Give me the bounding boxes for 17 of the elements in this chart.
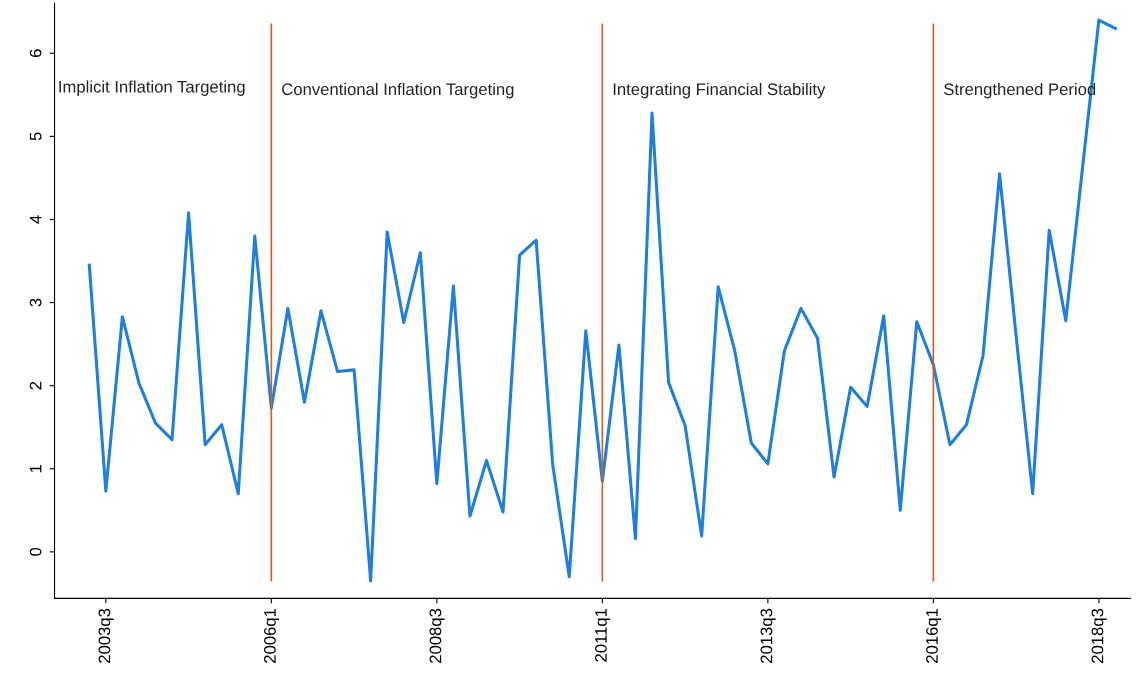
- x-tick-label: 2006q1: [264, 608, 280, 663]
- y-tick-label: 3: [29, 298, 42, 307]
- x-tick-label: 2008q3: [429, 608, 445, 663]
- ref-line-label: Integrating Financial Stability: [613, 82, 826, 99]
- y-tick-label: 1: [29, 464, 42, 473]
- ref-line-label: Conventional Inflation Targeting: [282, 82, 514, 99]
- y-tick-label: 6: [29, 49, 42, 58]
- y-tick-label: 2: [29, 381, 42, 390]
- y-tick-label: 4: [29, 215, 42, 224]
- y-tick-label: 5: [29, 132, 42, 141]
- x-tick-label: 2013q3: [760, 608, 776, 663]
- annotation: Implicit Inflation Targeting: [59, 80, 245, 96]
- x-tick-label: 2018q3: [1091, 608, 1107, 663]
- x-tick-label: 2003q3: [98, 608, 114, 663]
- y-tick-label: 0: [29, 547, 42, 556]
- x-tick-label: 2011q1: [595, 608, 611, 662]
- x-tick-label: 2016q1: [926, 608, 942, 663]
